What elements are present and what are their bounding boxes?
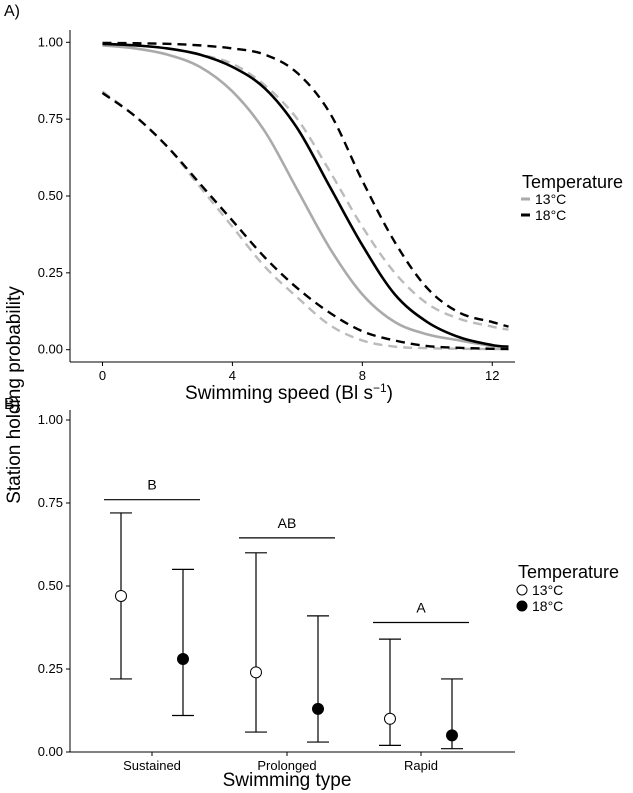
panel-a-series-line-5 <box>101 92 509 351</box>
panel-b-legend: Temperature 13°C 18°C <box>516 562 619 614</box>
panel-b-significance-label: AB <box>278 515 297 531</box>
panel-b-legend-marker-13 <box>516 584 528 596</box>
panel-b-x-axis-title: Swimming type <box>223 770 352 791</box>
panel-b-x-tick-label: Prolonged <box>257 758 316 773</box>
panel-a-x-tick-label: 8 <box>359 368 366 383</box>
panel-b-x-tick-label: Rapid <box>404 758 438 773</box>
panel-b-significance-label: B <box>147 477 156 493</box>
panel-a-label: A) <box>4 3 20 20</box>
panel-b-point <box>384 712 396 725</box>
panel-b-point <box>312 702 324 715</box>
panel-a-legend-label-13: 13°C <box>535 191 566 207</box>
panel-b-y-tick-label: 0.25 <box>38 661 63 676</box>
panel-b-point <box>177 653 189 666</box>
panel-b-legend-marker-18 <box>516 600 528 612</box>
shared-y-axis-title: Station holding probability <box>4 286 25 504</box>
panel-a-legend-title: Temperature <box>522 172 623 192</box>
panel-b-label: B) <box>4 396 20 413</box>
panel-b-y-tick-label: 1.00 <box>38 412 63 427</box>
panel-b-point <box>250 666 262 679</box>
panel-b-y-tick-label: 0.50 <box>38 578 63 593</box>
panel-a-y-tick-label: 0.25 <box>38 265 63 280</box>
panel-b-point <box>446 729 458 742</box>
panel-a-y-tick-label: 0.50 <box>38 188 63 203</box>
panel-a-x-tick-label: 0 <box>99 368 106 383</box>
panel-a-series-line-1 <box>102 42 509 331</box>
panel-a-y-tick-label: 0.00 <box>38 342 63 357</box>
panel-b: B) 0.00 0.25 0.50 0.75 1.00 Sustained Prolong… <box>4 396 619 791</box>
panel-b-significance-label: A <box>416 600 426 616</box>
panel-b-legend-title: Temperature <box>518 562 619 582</box>
panel-a-legend: Temperature 13°C 18°C <box>521 172 623 223</box>
panel-a-series-line-3 <box>102 42 509 348</box>
panel-a-legend-label-18: 18°C <box>535 207 566 223</box>
panel-a-series-line-4 <box>102 41 509 328</box>
panel-a-x-tick-label: 12 <box>485 368 499 383</box>
panel-b-y-tick-label: 0.75 <box>38 495 63 510</box>
panel-a-y-tick-label: 1.00 <box>38 34 63 49</box>
panel-b-y-tick-label: 0.00 <box>38 744 63 759</box>
panel-b-x-tick-label: Sustained <box>123 758 181 773</box>
panel-a-x-axis-title: Swimming speed (Bl s−1) <box>185 381 393 404</box>
panel-a-x-tick-label: 4 <box>229 368 236 383</box>
panel-a-series-line-0 <box>102 44 509 348</box>
panel-b-point <box>115 589 127 602</box>
panel-a-y-tick-label: 0.75 <box>38 111 63 126</box>
panel-b-legend-label-13: 13°C <box>532 582 563 598</box>
panel-a: A) 0.00 0.25 0.50 0.75 1.00 0 4 8 12 Swimming s… <box>4 3 623 404</box>
panel-b-legend-label-18: 18°C <box>532 598 563 614</box>
